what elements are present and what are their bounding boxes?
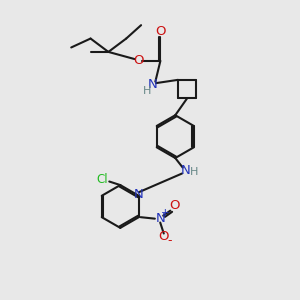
Text: H: H xyxy=(190,167,198,177)
Text: O: O xyxy=(133,54,143,67)
Text: O: O xyxy=(169,199,179,212)
Text: -: - xyxy=(167,235,171,248)
Text: O: O xyxy=(158,230,169,243)
Text: N: N xyxy=(181,164,190,177)
Text: O: O xyxy=(155,25,166,38)
Text: N: N xyxy=(134,188,144,201)
Text: N: N xyxy=(148,78,158,91)
Text: +: + xyxy=(161,208,170,218)
Text: Cl: Cl xyxy=(96,173,108,186)
Text: H: H xyxy=(143,86,151,96)
Text: N: N xyxy=(155,212,165,225)
